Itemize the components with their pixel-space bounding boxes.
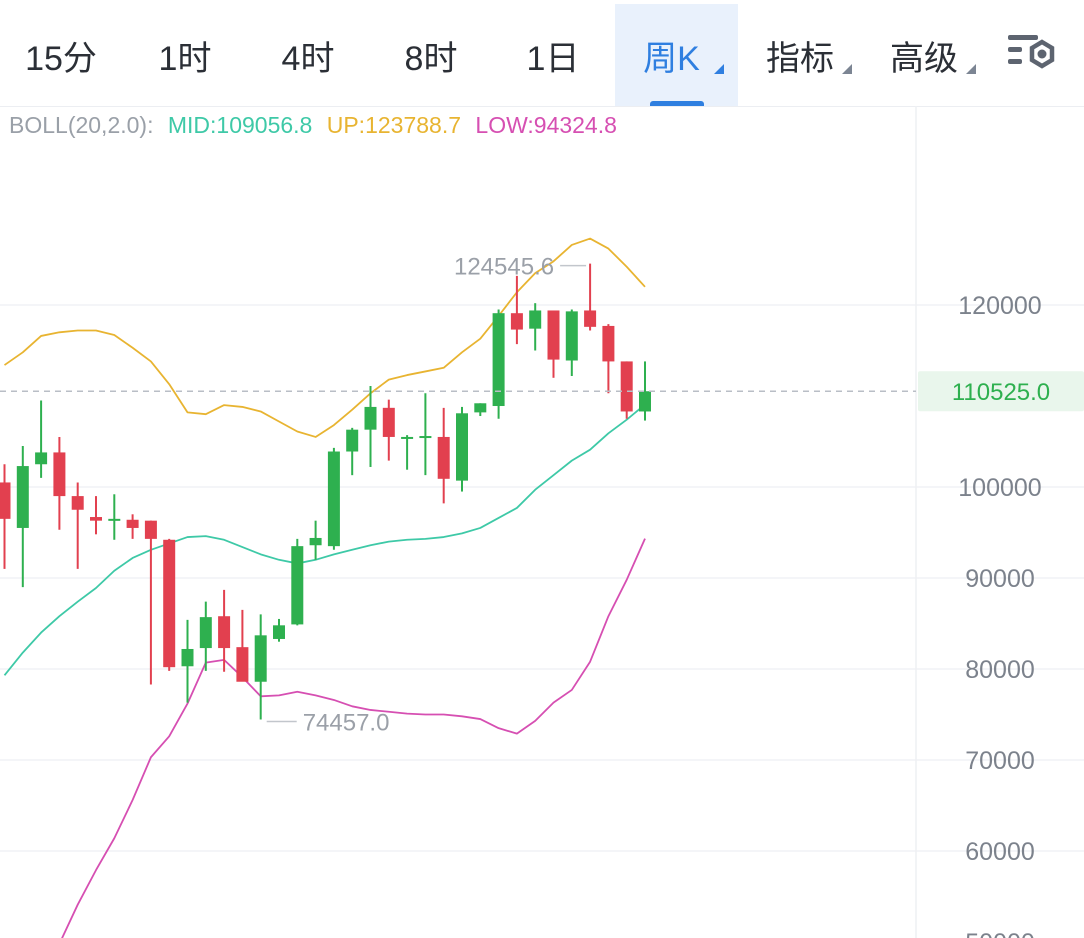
- boll-up-value: UP:123788.7: [326, 112, 462, 138]
- candle-body[interactable]: [639, 391, 651, 412]
- candle-body[interactable]: [584, 310, 597, 327]
- candle-body[interactable]: [53, 452, 66, 497]
- tab-label: 4时: [281, 39, 335, 78]
- current-price-label-bg: [918, 371, 1084, 412]
- tab-label: 15分: [25, 39, 97, 78]
- candle-body[interactable]: [620, 361, 633, 412]
- y-axis-tick-label: 100000: [958, 474, 1041, 502]
- candle-body[interactable]: [474, 403, 487, 413]
- candle-body[interactable]: [291, 546, 304, 625]
- candle-body[interactable]: [529, 310, 542, 329]
- chart-settings-button[interactable]: [1000, 28, 1060, 82]
- candlestick-chart[interactable]: 110525.0 120000 100000 90000 80000 70000 60000…: [0, 106, 1084, 938]
- tab-advanced[interactable]: 高级: [868, 4, 990, 106]
- candle-body[interactable]: [565, 311, 578, 361]
- tab-label: 高级: [890, 39, 958, 78]
- candle-body[interactable]: [346, 429, 359, 452]
- tab-15min[interactable]: 15分: [8, 4, 114, 106]
- max-price-label: 124545.6: [454, 254, 554, 281]
- candle-body[interactable]: [309, 537, 322, 546]
- tab-1d[interactable]: 1日: [500, 4, 606, 106]
- candle-body[interactable]: [364, 406, 377, 430]
- tab-1h[interactable]: 1时: [132, 4, 238, 106]
- boll-upper-line: [3, 237, 646, 438]
- boll-mid-value: MID:109056.8: [167, 112, 313, 138]
- y-axis-tick-label: 50000: [965, 929, 1035, 938]
- tab-indicators[interactable]: 指标: [744, 4, 866, 106]
- tab-4h[interactable]: 4时: [255, 4, 361, 106]
- candle-body[interactable]: [456, 413, 468, 481]
- boll-legend: BOLL(20,2.0): MID:109056.8 UP:123788.7 L…: [9, 112, 625, 139]
- candle-body[interactable]: [199, 617, 212, 649]
- candle-body[interactable]: [126, 519, 139, 528]
- candle-body[interactable]: [108, 518, 121, 521]
- tab-label: 周K: [643, 39, 700, 78]
- active-tab-indicator: [649, 101, 704, 106]
- candle-body[interactable]: [218, 616, 231, 649]
- min-price-label: 74457.0: [303, 709, 390, 736]
- candle-body[interactable]: [510, 313, 523, 330]
- y-axis-tick-label: 120000: [958, 292, 1041, 320]
- chart-settings-icon: [1008, 35, 1055, 69]
- candle-body[interactable]: [90, 517, 102, 521]
- tab-label: 指标: [766, 39, 834, 78]
- candle-body[interactable]: [382, 407, 395, 437]
- tab-label: 1时: [158, 39, 212, 78]
- candle-body[interactable]: [181, 648, 194, 667]
- candle-body[interactable]: [144, 520, 157, 539]
- tab-label: 8时: [404, 39, 458, 78]
- dropdown-triangle-icon: [842, 64, 852, 74]
- current-price-label: 110525.0: [952, 379, 1050, 406]
- candle-body[interactable]: [547, 310, 560, 360]
- candle-body[interactable]: [401, 436, 414, 439]
- candle-body[interactable]: [327, 451, 340, 547]
- candle-body[interactable]: [163, 539, 176, 668]
- boll-low-value: LOW:94324.8: [475, 112, 617, 138]
- candle-body[interactable]: [71, 496, 84, 510]
- candle-body[interactable]: [254, 635, 267, 682]
- timeframe-tab-bar: 15分 1时 4时 8时 1日 周K 指标 高级: [0, 0, 1084, 107]
- y-axis-tick-label: 80000: [965, 656, 1035, 684]
- y-axis-tick-label: 90000: [965, 565, 1035, 593]
- boll-lower-line: [61, 538, 646, 938]
- y-axis-tick-label: 60000: [965, 838, 1035, 866]
- candle-body[interactable]: [419, 436, 432, 439]
- candle-body[interactable]: [16, 466, 29, 528]
- candle-body[interactable]: [437, 436, 450, 479]
- boll-indicator-name: BOLL(20,2.0):: [9, 112, 154, 138]
- candle-body[interactable]: [273, 625, 285, 639]
- candle-body[interactable]: [236, 647, 249, 682]
- candle-body[interactable]: [602, 325, 615, 362]
- candle-body[interactable]: [0, 482, 11, 519]
- tab-weekly[interactable]: 周K: [615, 4, 738, 106]
- y-axis-tick-label: 70000: [965, 747, 1035, 775]
- tab-8h[interactable]: 8时: [378, 4, 484, 106]
- candle-body[interactable]: [35, 452, 48, 465]
- boll-mid-line: [3, 403, 646, 676]
- dropdown-triangle-icon: [966, 64, 976, 74]
- tab-label: 1日: [526, 39, 580, 78]
- candle-body[interactable]: [492, 313, 505, 407]
- dropdown-triangle-icon: [714, 64, 724, 74]
